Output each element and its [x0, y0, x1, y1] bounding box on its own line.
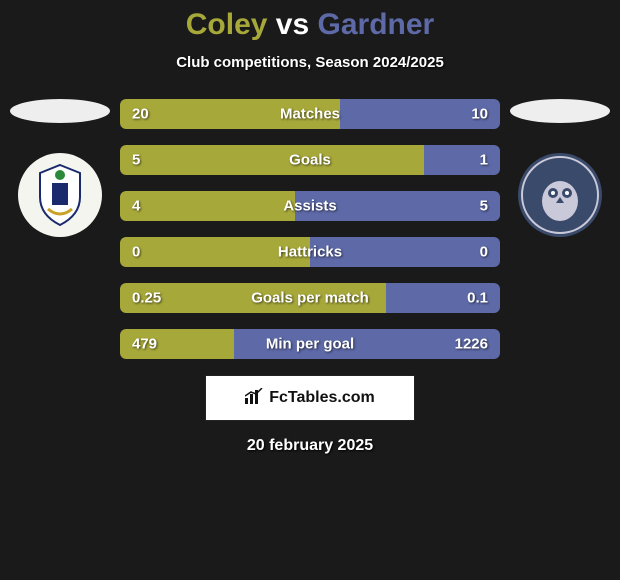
stat-value-left: 5 — [132, 152, 140, 169]
stat-value-left: 0 — [132, 244, 140, 261]
stat-row: 479 1226 Min per goal — [120, 329, 500, 359]
comparison-title: Coley vs Gardner — [0, 8, 620, 42]
brand-badge: FcTables.com — [205, 375, 415, 421]
stat-label: Min per goal — [266, 336, 354, 353]
footer-date: 20 february 2025 — [0, 437, 620, 455]
stat-value-right: 0 — [480, 244, 488, 261]
stat-value-right: 1 — [480, 152, 488, 169]
stat-label: Goals — [289, 152, 331, 169]
side-right — [510, 99, 610, 237]
vs-text: vs — [276, 8, 309, 41]
stat-value-right: 1226 — [455, 336, 488, 353]
player1-avatar-placeholder — [10, 99, 110, 123]
subtitle: Club competitions, Season 2024/2025 — [0, 54, 620, 71]
stat-label: Matches — [280, 106, 340, 123]
brand-text: FcTables.com — [269, 389, 375, 407]
stat-label: Assists — [283, 198, 336, 215]
club-logo-right — [518, 153, 602, 237]
bar-fill-left — [120, 145, 424, 175]
stat-row: 0 0 Hattricks — [120, 237, 500, 267]
stat-row: 5 1 Goals — [120, 145, 500, 175]
player1-name: Coley — [186, 8, 268, 41]
stat-value-right: 0.1 — [467, 290, 488, 307]
stat-bars: 20 10 Matches 5 1 Goals 4 5 Assists 0 0 Hattricks 0.… — [120, 99, 500, 359]
bar-fill-right — [424, 145, 500, 175]
comparison-main: 20 10 Matches 5 1 Goals 4 5 Assists 0 0 Hattricks 0.… — [0, 99, 620, 359]
stat-value-left: 20 — [132, 106, 149, 123]
stat-value-left: 0.25 — [132, 290, 161, 307]
stat-value-right: 10 — [471, 106, 488, 123]
stat-row: 20 10 Matches — [120, 99, 500, 129]
stat-value-left: 479 — [132, 336, 157, 353]
stat-row: 4 5 Assists — [120, 191, 500, 221]
player2-name: Gardner — [318, 8, 435, 41]
stat-label: Goals per match — [251, 290, 369, 307]
bar-fill-left — [120, 191, 295, 221]
stat-label: Hattricks — [278, 244, 342, 261]
chart-icon — [245, 388, 263, 409]
shield-icon — [18, 153, 102, 237]
stat-value-right: 5 — [480, 198, 488, 215]
club-logo-left — [18, 153, 102, 237]
side-left — [10, 99, 110, 237]
stat-row: 0.25 0.1 Goals per match — [120, 283, 500, 313]
stat-value-left: 4 — [132, 198, 140, 215]
owl-badge-icon — [518, 153, 602, 237]
player2-avatar-placeholder — [510, 99, 610, 123]
